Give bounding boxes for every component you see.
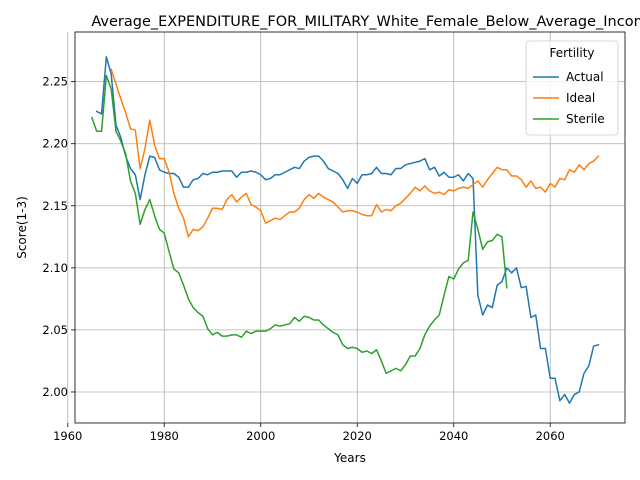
y-tick-label: 2.20 bbox=[42, 137, 68, 151]
grid bbox=[67, 32, 625, 423]
y-tick-label: 2.05 bbox=[42, 323, 68, 337]
y-tick-label: 2.00 bbox=[42, 385, 68, 399]
y-axis-label: Score(1-3) bbox=[15, 196, 29, 259]
x-tick-label: 2040 bbox=[439, 429, 468, 443]
x-tick-label: 1960 bbox=[53, 429, 82, 443]
x-axis-label: Years bbox=[333, 451, 366, 465]
plot-frame bbox=[74, 31, 626, 424]
x-tick-label: 1980 bbox=[150, 429, 179, 443]
ticks: 1960 1980 2000 2020 2040 2060 2.00 2.05 2.10 2.15… bbox=[42, 75, 564, 443]
x-tick-label: 2060 bbox=[536, 429, 565, 443]
legend: Fertility Actual Ideal Sterile bbox=[525, 40, 619, 136]
legend-items: Actual Ideal Sterile bbox=[533, 70, 605, 126]
series-line-sterile bbox=[90, 74, 508, 375]
legend-label-ideal: Ideal bbox=[566, 91, 595, 105]
legend-label-sterile: Sterile bbox=[566, 112, 605, 126]
legend-box bbox=[525, 40, 619, 136]
x-tick-label: 2020 bbox=[343, 429, 372, 443]
series-line-ideal bbox=[110, 68, 600, 238]
y-tick-label: 2.15 bbox=[42, 199, 68, 213]
legend-label-actual: Actual bbox=[566, 70, 604, 84]
chart-title: Average_EXPENDITURE_FOR_MILITARY_White_F… bbox=[91, 14, 640, 30]
x-tick-label: 2000 bbox=[246, 429, 275, 443]
y-tick-label: 2.10 bbox=[42, 261, 68, 275]
series-layer bbox=[90, 56, 600, 404]
legend-title: Fertility bbox=[549, 46, 594, 60]
series-line-actual bbox=[95, 56, 600, 404]
y-tick-label: 2.25 bbox=[42, 75, 68, 89]
